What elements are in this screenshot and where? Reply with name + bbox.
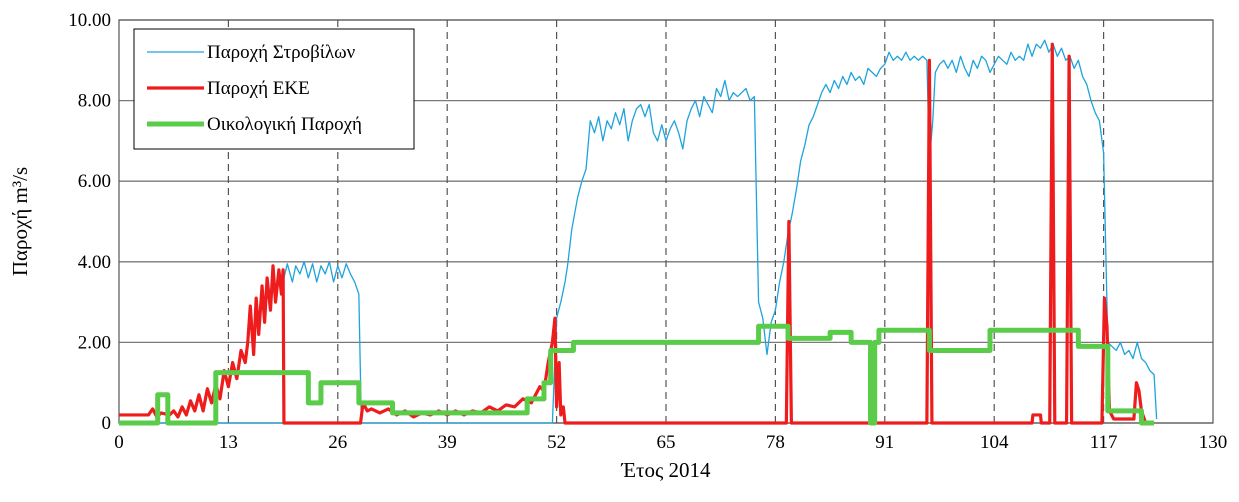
y-tick-label: 10.00 [68, 10, 111, 31]
series-line-turbine-flow [119, 39, 1158, 424]
x-tick-label: 130 [1199, 432, 1228, 453]
y-tick-label: 4.00 [78, 252, 111, 273]
y-tick-label: 2.00 [78, 332, 111, 353]
x-tick-label: 13 [219, 432, 238, 453]
x-tick-label: 117 [1090, 432, 1118, 453]
y-tick-label: 0 [102, 413, 112, 434]
legend-label-turbine-flow: Παροχή Στροβίλων [207, 42, 356, 63]
x-tick-label: 65 [657, 432, 676, 453]
legend-label-ecological-flow: Οικολογική Παροχή [207, 114, 362, 135]
x-tick-label: 26 [328, 432, 347, 453]
y-axis-tick-labels: 0 2.00 4.00 6.00 8.00 10.00 [68, 10, 111, 434]
x-axis-label: Έτος 2014 [620, 458, 711, 482]
y-tick-label: 6.00 [78, 171, 111, 192]
series-layer [119, 39, 1158, 426]
x-tick-label: 78 [766, 432, 785, 453]
legend-label-eke-flow: Παροχή ΕΚΕ [207, 78, 310, 99]
series-line-ecological-flow [119, 323, 1155, 426]
x-tick-label: 104 [980, 432, 1009, 453]
x-tick-label: 52 [547, 432, 566, 453]
x-tick-label: 39 [438, 432, 457, 453]
y-axis-label: Παροχή m³/s [8, 167, 32, 276]
x-tick-label: 91 [875, 432, 894, 453]
x-axis-tick-labels: 0 13 26 39 52 65 78 91 104 117 130 [114, 432, 1227, 453]
legend: Παροχή Στροβίλων Παροχή ΕΚΕ Οικολογική Π… [133, 28, 415, 150]
y-tick-label: 8.00 [78, 91, 111, 112]
x-tick-label: 0 [114, 432, 124, 453]
